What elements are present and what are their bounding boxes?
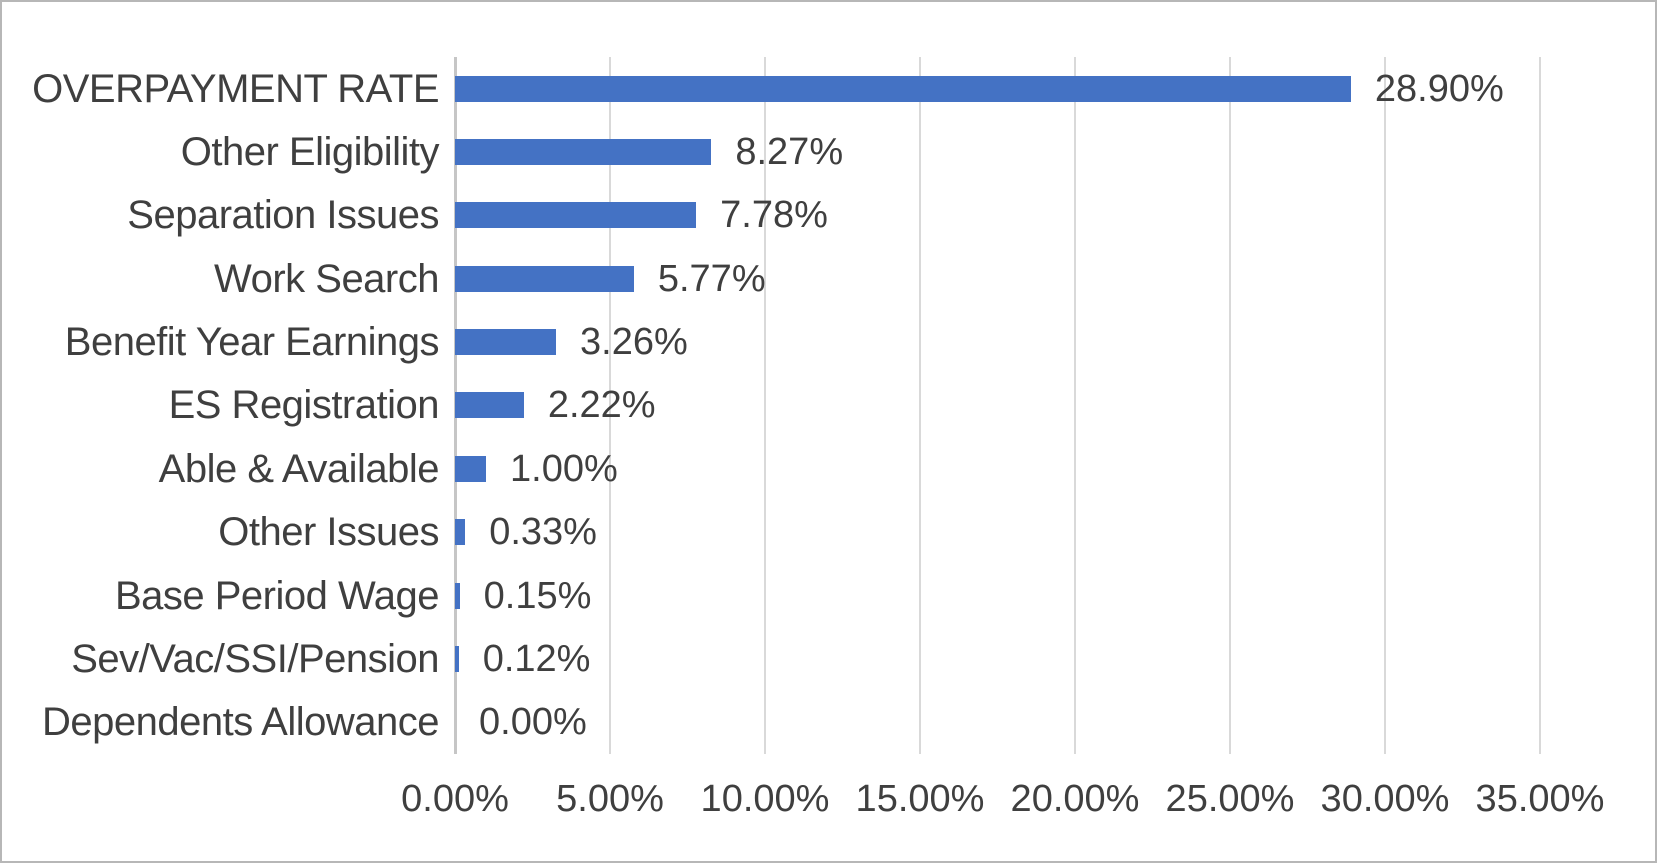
bar — [455, 582, 460, 609]
bar-track: 0.12% — [455, 627, 1655, 690]
category-label: Benefit Year Earnings — [64, 320, 440, 365]
value-label: 8.27% — [735, 131, 844, 174]
bar-track: 0.33% — [455, 501, 1655, 564]
x-tick-label: 35.00% — [1475, 778, 1605, 820]
value-label: 2.22% — [547, 384, 656, 427]
category-label: Able & Available — [158, 446, 440, 491]
x-tick-label: 20.00% — [1010, 778, 1140, 820]
value-label: 0.00% — [479, 701, 587, 744]
category-label: Separation Issues — [127, 193, 439, 238]
bar-track: 7.78% — [455, 184, 1655, 247]
category-label: Other Eligibility — [180, 130, 440, 175]
x-tick-label: 10.00% — [700, 778, 830, 820]
value-label: 3.26% — [580, 321, 688, 364]
gridline — [1384, 57, 1386, 754]
chart-row: Sev/Vac/SSI/Pension 0.12% — [2, 627, 1655, 690]
chart-row: ES Registration 2.22% — [2, 374, 1655, 437]
x-tick-label: 5.00% — [556, 778, 664, 820]
x-axis-labels: 0.00% 5.00% 10.00% 15.00% 20.00% 25.00% 30.00%… — [2, 778, 1655, 832]
chart-row: Base Period Wage 0.15% — [2, 564, 1655, 627]
value-label: 0.33% — [489, 511, 597, 554]
chart-row: Able & Available 1.00% — [2, 437, 1655, 500]
x-tick-label: 15.00% — [855, 778, 985, 820]
category-label: Sev/Vac/SSI/Pension — [71, 636, 439, 681]
bar — [455, 645, 459, 672]
bar-track: 5.77% — [455, 247, 1655, 310]
plot-rows: OVERPAYMENT RATE 28.90% Other Eligibility 8… — [2, 57, 1655, 754]
bar — [455, 392, 524, 419]
value-label: 1.00% — [510, 447, 618, 490]
chart-row: Benefit Year Earnings 3.26% — [2, 310, 1655, 373]
value-label: 7.78% — [720, 194, 828, 237]
gridline — [1074, 57, 1076, 754]
chart-row: Other Issues 0.33% — [2, 501, 1655, 564]
value-label: 0.15% — [483, 574, 592, 617]
gridline — [1539, 57, 1541, 754]
x-tick-label: 30.00% — [1320, 778, 1450, 820]
bar-track: 1.00% — [455, 437, 1655, 500]
category-label: OVERPAYMENT RATE — [32, 66, 439, 111]
value-label: 0.12% — [482, 637, 591, 680]
chart-row: Dependents Allowance 0.00% — [2, 691, 1655, 754]
chart-row: OVERPAYMENT RATE 28.90% — [2, 57, 1655, 120]
category-label: Dependents Allowance — [42, 700, 439, 745]
bar — [455, 265, 634, 292]
bar-track: 28.90% — [455, 57, 1655, 120]
bar-track: 8.27% — [455, 120, 1655, 183]
bar-track: 0.15% — [455, 564, 1655, 627]
category-label: Other Issues — [218, 510, 439, 555]
chart-row: Separation Issues 7.78% — [2, 184, 1655, 247]
category-label: Work Search — [214, 256, 439, 301]
bar-track: 2.22% — [455, 374, 1655, 437]
category-label: ES Registration — [168, 383, 440, 428]
bar-track: 3.26% — [455, 310, 1655, 373]
value-label: 28.90% — [1374, 67, 1504, 110]
bar — [455, 202, 697, 229]
gridline — [919, 57, 921, 754]
gridline — [1229, 57, 1231, 754]
chart-row: Work Search 5.77% — [2, 247, 1655, 310]
chart-row: Other Eligibility 8.27% — [2, 120, 1655, 183]
category-label: Base Period Wage — [114, 573, 440, 618]
bar — [455, 455, 486, 482]
bar — [455, 139, 712, 166]
bar — [455, 75, 1351, 102]
bar-track: 0.00% — [455, 691, 1655, 754]
bar — [455, 329, 557, 356]
x-tick-label: 25.00% — [1165, 778, 1295, 820]
bar — [455, 519, 466, 546]
gridline — [609, 57, 611, 754]
gridline — [764, 57, 766, 754]
value-label: 5.77% — [657, 257, 766, 300]
x-tick-label: 0.00% — [401, 778, 509, 820]
